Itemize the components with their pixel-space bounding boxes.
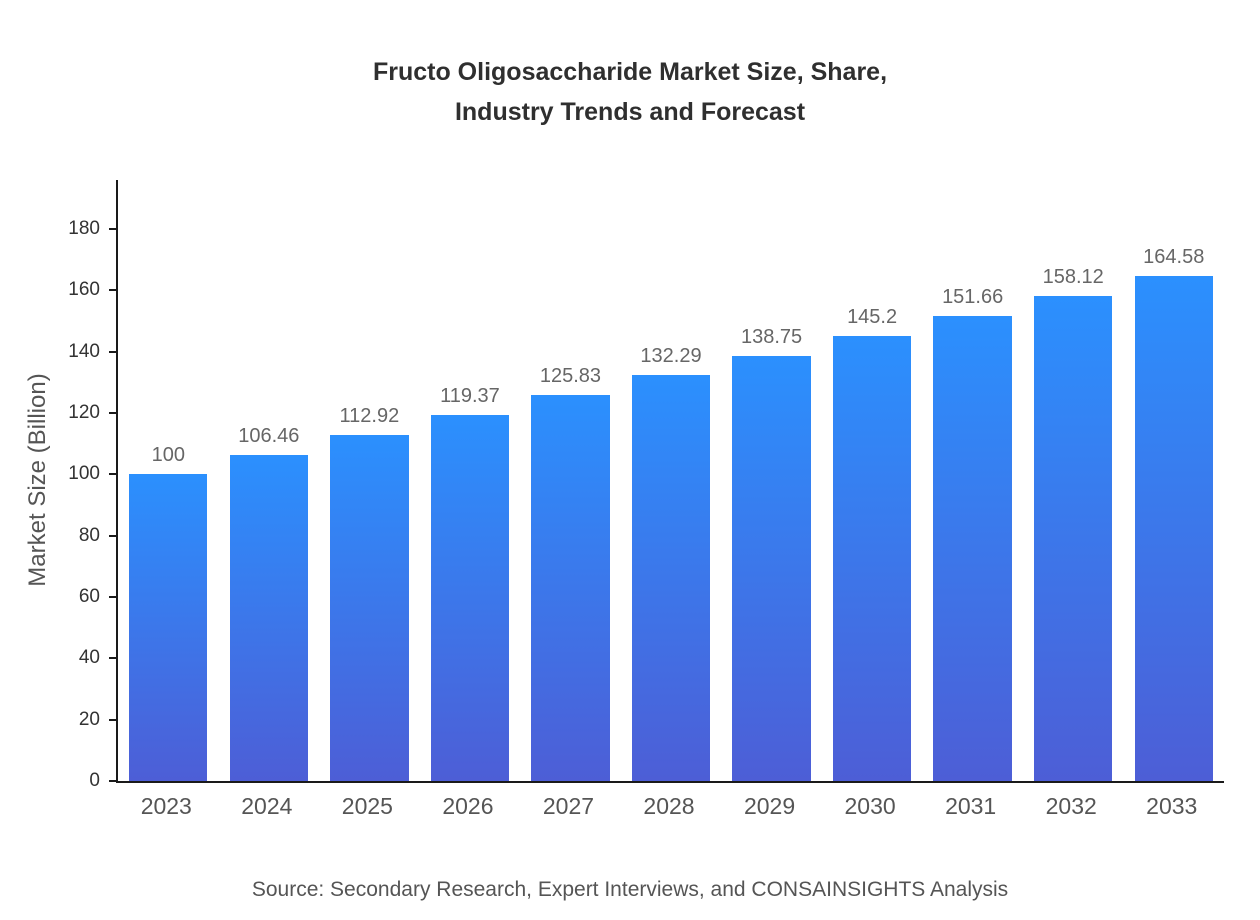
y-tick-label: 60 (78, 586, 100, 608)
x-tick-label: 2031 (945, 793, 997, 819)
y-tick-mark (109, 350, 118, 353)
y-tick-mark (109, 228, 118, 231)
bar-value-label: 151.66 (942, 285, 1004, 308)
bar-value-label: 138.75 (740, 325, 803, 348)
bar (129, 474, 208, 781)
bar-group: 164.58 (1123, 180, 1224, 781)
x-tick-label: 2025 (341, 793, 393, 819)
bar-value-label: 119.37 (440, 384, 500, 407)
bar (229, 454, 309, 781)
y-tick-mark (109, 534, 118, 537)
bar-group: 138.75 (721, 180, 822, 781)
bar-value-label: 100 (151, 444, 185, 467)
y-tick-mark (109, 289, 118, 292)
chart-title-line-1: Fructo Oligosaccharide Market Size, Shar… (372, 58, 888, 86)
y-tick-mark (109, 473, 118, 476)
bar-group: 112.92 (319, 180, 420, 781)
bar (631, 375, 711, 781)
bar-group: 158.12 (1023, 180, 1124, 781)
bar (1033, 296, 1113, 781)
y-tick-label: 180 (68, 218, 100, 240)
y-tick-mark (109, 718, 118, 721)
bar (732, 355, 811, 781)
x-axis-labels: 2023 2024 2025 2026 2027 2028 2029 2030 2031 2032… (116, 793, 1222, 820)
chart-title-line-2: Industry Trends and Forecast (454, 98, 806, 126)
y-tick-label: 140 (68, 340, 100, 362)
x-tick-label: 2027 (542, 793, 595, 819)
x-tick-label: 2024 (241, 793, 293, 819)
x-tick-label: 2026 (442, 793, 494, 819)
source-caption: Source: Secondary Research, Expert Inter… (251, 878, 1009, 901)
y-tick-label: 40 (78, 647, 100, 669)
bar (531, 395, 610, 781)
x-tick-label: 2033 (1146, 793, 1198, 819)
bar (330, 434, 409, 781)
y-tick-mark (109, 596, 118, 599)
x-tick-label: 2029 (743, 793, 796, 819)
y-tick-label: 160 (68, 279, 100, 301)
bar-value-label: 145.2 (847, 305, 898, 328)
y-tick-label: 120 (68, 402, 100, 424)
y-tick-label: 80 (78, 524, 100, 546)
y-tick-label: 0 (89, 770, 100, 791)
bar-value-label: 164.58 (1143, 246, 1205, 269)
x-tick-label: 2030 (844, 793, 896, 819)
plot-area: 100 106.46 112.92 119.37 125.83 132.29 138.75 1… (68, 180, 1224, 791)
bar-value-label: 132.29 (640, 345, 702, 368)
bar (933, 315, 1012, 781)
y-tick-mark (109, 657, 118, 660)
y-tick-label: 100 (68, 463, 100, 485)
bar-value-label: 112.92 (339, 404, 400, 427)
bar-group: 106.46 (219, 180, 320, 781)
chart-title: Fructo Oligosaccharide Market Size, Shar… (0, 52, 1260, 132)
bar-group: 100 (118, 180, 219, 781)
bar-value-label: 158.12 (1042, 266, 1104, 289)
bar-value-label: 106.46 (238, 424, 300, 447)
bar-group: 145.2 (822, 180, 923, 781)
x-tick-label: 2032 (1045, 793, 1097, 819)
bar (430, 414, 510, 781)
y-tick-mark (109, 780, 118, 782)
bar-group: 151.66 (922, 180, 1023, 781)
bar (832, 335, 912, 781)
bar-value-label: 125.83 (539, 365, 602, 388)
y-tick-mark (109, 412, 118, 415)
bar-group: 119.37 (420, 180, 521, 781)
x-tick-label: 2023 (140, 793, 192, 819)
bar-series: 100 106.46 112.92 119.37 125.83 132.29 138.75 1… (118, 180, 1224, 781)
bar-group: 132.29 (621, 180, 722, 781)
y-tick-label: 20 (78, 708, 100, 730)
bar-group: 125.83 (520, 180, 621, 781)
x-tick-label: 2028 (643, 793, 695, 819)
bar (1134, 276, 1213, 781)
